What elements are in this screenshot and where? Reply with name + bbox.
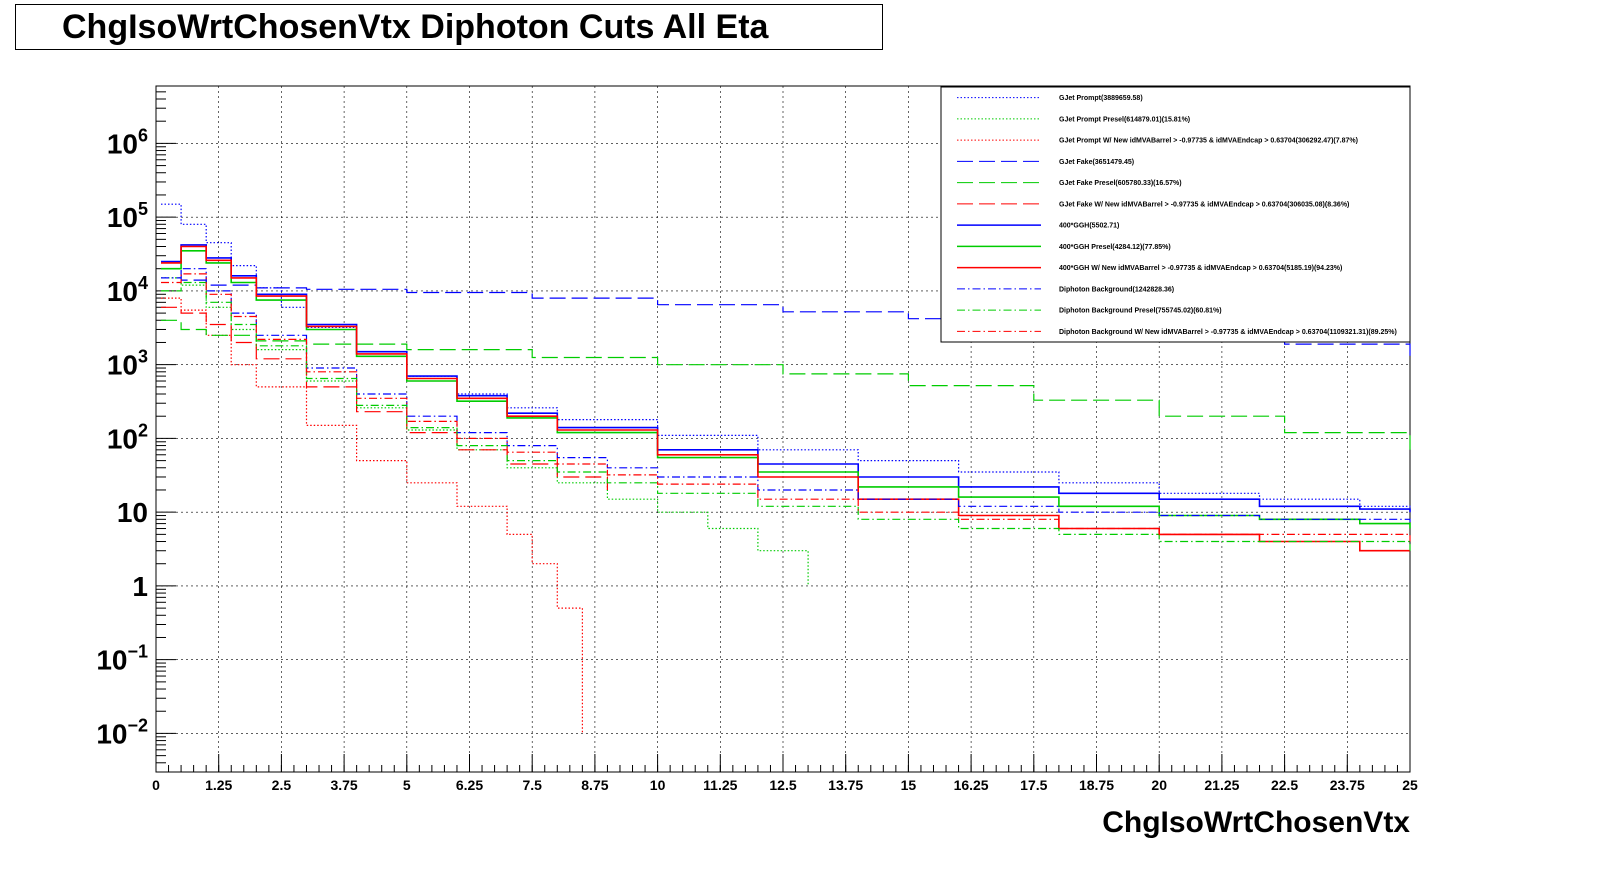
x-tick-label: 12.5 bbox=[769, 777, 796, 793]
x-tick-label: 0 bbox=[152, 777, 160, 793]
legend-entry: Diphoton Background(1242828.36) bbox=[1059, 286, 1174, 293]
legend-entry: 400*GGH Presel(4284.12)(77.85%) bbox=[1059, 244, 1171, 251]
x-tick-label: 20 bbox=[1151, 777, 1167, 793]
legend-entry: GJet Fake Presel(605780.33)(16.57%) bbox=[1059, 180, 1182, 187]
legend-entry: GJet Prompt Presel(614879.01)(15.81%) bbox=[1059, 116, 1190, 123]
x-tick-label: 18.75 bbox=[1079, 777, 1114, 793]
legend-box bbox=[940, 86, 1411, 343]
legend: GJet Prompt(3889659.58) GJet Prompt Prese… bbox=[940, 86, 1411, 343]
y-tick-label: 10 bbox=[117, 497, 148, 528]
y-tick-label: 1 bbox=[132, 571, 148, 602]
y-tick-label: 103 bbox=[107, 347, 148, 381]
y-tick-label: 106 bbox=[107, 125, 148, 159]
legend-entry: 400*GGH W/ New idMVABarrel > -0.97735 & … bbox=[1059, 265, 1342, 272]
x-axis: 0 1.25 2.5 3.75 5 6.25 7.5 8.75 10 11.25 12.5 13.75… bbox=[152, 86, 1418, 793]
x-axis-label: ChgIsoWrtChosenVtx bbox=[1102, 806, 1410, 839]
legend-entry: Diphoton Background Presel(755745.02)(60… bbox=[1059, 308, 1222, 315]
x-tick-label: 6.25 bbox=[456, 777, 483, 793]
x-tick-label: 8.75 bbox=[581, 777, 608, 793]
chart-title: ChgIsoWrtChosenVtx Diphoton Cuts All Eta bbox=[62, 7, 769, 46]
y-tick-label: 10−2 bbox=[96, 715, 148, 749]
series-line-7 bbox=[161, 244, 1411, 513]
x-tick-label: 15 bbox=[901, 777, 917, 793]
x-tick-label: 23.75 bbox=[1330, 777, 1365, 793]
y-tick-label: 102 bbox=[107, 420, 148, 454]
series-line-5 bbox=[161, 319, 1411, 450]
y-tick-label: 105 bbox=[107, 199, 148, 233]
x-tick-label: 1.25 bbox=[205, 777, 232, 793]
x-tick-label: 10 bbox=[650, 777, 666, 793]
legend-entry: Diphoton Background W/ New idMVABarrel >… bbox=[1059, 329, 1397, 336]
x-tick-label: 21.25 bbox=[1204, 777, 1239, 793]
x-tick-label: 7.5 bbox=[522, 777, 542, 793]
x-tick-label: 2.5 bbox=[272, 777, 292, 793]
x-tick-label: 5 bbox=[403, 777, 411, 793]
x-tick-label: 22.5 bbox=[1271, 777, 1298, 793]
x-tick-label: 13.75 bbox=[828, 777, 863, 793]
x-tick-label: 11.25 bbox=[703, 777, 737, 793]
chart-title-box: ChgIsoWrtChosenVtx Diphoton Cuts All Eta bbox=[15, 4, 883, 50]
y-tick-label: 10−1 bbox=[96, 642, 148, 676]
x-tick-label: 16.25 bbox=[954, 777, 989, 793]
legend-entry: GJet Prompt(3889659.58) bbox=[1059, 95, 1143, 102]
legend-entry: GJet Fake(3651479.45) bbox=[1059, 159, 1134, 166]
series-line-12 bbox=[161, 273, 1411, 542]
legend-entry: GJet Fake W/ New idMVABarrel > -0.97735 … bbox=[1059, 201, 1349, 208]
x-tick-label: 25 bbox=[1402, 777, 1418, 793]
series-line-10 bbox=[161, 268, 1411, 524]
legend-entry: 400*GGH(5502.71) bbox=[1059, 223, 1119, 230]
legend-entry: GJet Prompt W/ New idMVABarrel > -0.9773… bbox=[1059, 138, 1358, 145]
x-tick-label: 17.5 bbox=[1020, 777, 1047, 793]
series-line-11 bbox=[161, 281, 1411, 551]
series-line-3 bbox=[161, 297, 583, 734]
x-tick-label: 3.75 bbox=[330, 777, 357, 793]
y-tick-label: 104 bbox=[107, 273, 148, 307]
